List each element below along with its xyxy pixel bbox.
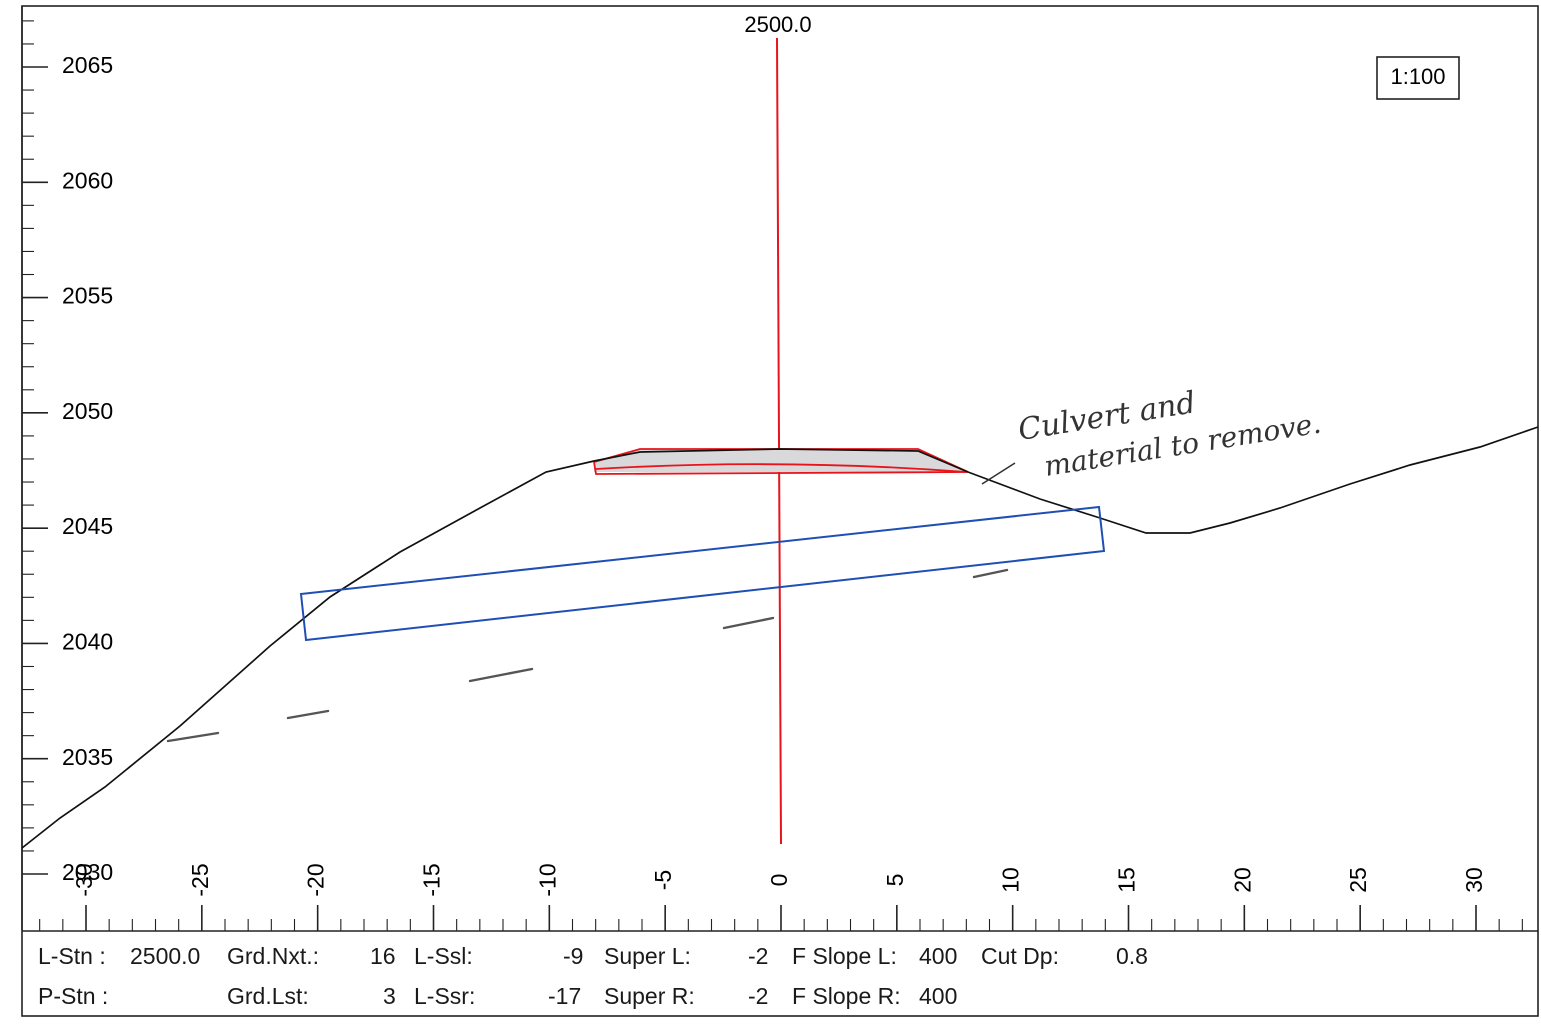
dash-5 xyxy=(972,568,1009,579)
dash-3 xyxy=(468,667,534,683)
dash-2 xyxy=(286,709,330,720)
cut-dp-label: Cut Dp: xyxy=(981,943,1059,969)
station-label: 2500.0 xyxy=(744,12,811,37)
y-tick-label: 2035 xyxy=(62,744,113,770)
y-tick-label: 2065 xyxy=(62,52,113,78)
scale-box xyxy=(1376,56,1460,100)
annotation-leader xyxy=(981,462,1016,485)
x-tick-label: -15 xyxy=(419,863,445,896)
f-slope-r-value: 400 xyxy=(919,983,958,1009)
grd-lst-label: Grd.Lst: xyxy=(227,983,309,1009)
x-tick-label: 20 xyxy=(1229,867,1255,893)
y-tick-label: 2060 xyxy=(62,167,113,193)
l-ssl-label: L-Ssl: xyxy=(414,943,473,969)
grd-nxt-label: Grd.Nxt.: xyxy=(227,943,320,969)
y-tick-label: 2030 xyxy=(62,859,113,885)
super-l-value: -2 xyxy=(748,943,769,969)
x-tick-label: -30 xyxy=(71,863,97,896)
road-template-outline xyxy=(593,448,969,475)
y-tick-label: 2055 xyxy=(62,283,113,309)
l-ssr-label: L-Ssr: xyxy=(414,983,476,1009)
f-slope-l-value: 400 xyxy=(919,943,958,969)
l-stn-label: L-Stn : xyxy=(38,943,106,969)
l-ssr-value: -17 xyxy=(548,983,582,1009)
p-stn-label: P-Stn : xyxy=(38,983,109,1009)
f-slope-l-label: F Slope L: xyxy=(792,943,897,969)
status-panel: L-Stn : 2500.0 P-Stn : Grd.Nxt.: 16 Grd.… xyxy=(26,935,1538,1015)
super-r-value: -2 xyxy=(748,983,769,1009)
f-slope-r-label: F Slope R: xyxy=(792,983,901,1009)
x-axis-ticks: -30 -25 -20 -15 -10 -5 0 5 10 15 20 25 30 xyxy=(39,863,1523,931)
grd-lst-value: 3 xyxy=(383,983,396,1009)
x-tick-label: -25 xyxy=(187,863,213,896)
original-ground-dashes xyxy=(166,568,1009,743)
l-ssl-value: -9 xyxy=(563,943,584,969)
dash-1 xyxy=(166,731,220,743)
y-tick-label: 2050 xyxy=(62,398,113,424)
super-l-label: Super L: xyxy=(604,943,691,969)
x-tick-label: 15 xyxy=(1114,867,1140,893)
culvert-outline xyxy=(299,505,1106,642)
l-stn-value: 2500.0 xyxy=(130,943,201,969)
centerline xyxy=(776,37,782,845)
dash-4 xyxy=(722,616,775,630)
x-tick-label: 25 xyxy=(1345,867,1371,893)
x-tick-label: 5 xyxy=(882,874,908,887)
super-r-label: Super R: xyxy=(604,983,695,1009)
y-tick-label: 2045 xyxy=(62,513,113,539)
x-tick-label: -5 xyxy=(650,870,676,890)
x-tick-label: 0 xyxy=(766,874,792,887)
existing-ground-line xyxy=(21,426,1539,849)
y-tick-label: 2040 xyxy=(62,629,113,655)
x-tick-label: 30 xyxy=(1461,867,1487,893)
scale-label: 1:100 xyxy=(1390,64,1445,89)
x-tick-label: -10 xyxy=(534,863,560,896)
grd-nxt-value: 16 xyxy=(370,943,396,969)
y-axis-ticks: 2065 2060 2055 2050 2045 2040 2035 2030 xyxy=(22,20,113,885)
x-tick-label: -20 xyxy=(303,863,329,896)
road-subgrade-line xyxy=(595,463,967,473)
cut-dp-value: 0.8 xyxy=(1116,943,1148,969)
x-tick-label: 10 xyxy=(998,867,1024,893)
